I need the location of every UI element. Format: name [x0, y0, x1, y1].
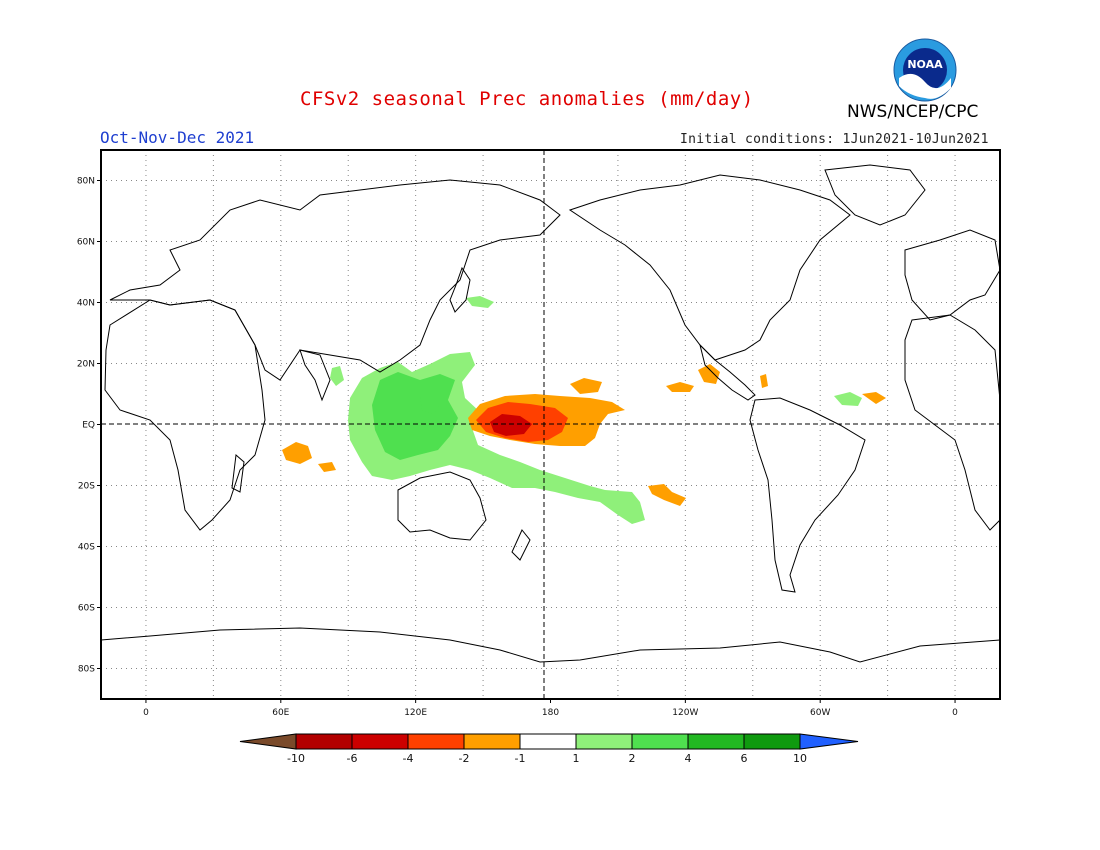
noaa-logo: NOAA	[893, 38, 957, 102]
colorbar-swatch	[463, 733, 521, 750]
colorbar-arrow-low	[239, 733, 297, 750]
wet-anomaly-atlantic	[834, 392, 862, 406]
colorbar-swatch	[687, 733, 745, 750]
colorbar-swatch	[407, 733, 465, 750]
south-america-outline	[749, 397, 866, 593]
colorbar-swatch	[575, 733, 633, 750]
lat-tick-label: 80N	[77, 177, 95, 187]
colorbar-label: -1	[515, 752, 526, 765]
dry-anomaly-north-equatorial	[570, 378, 602, 394]
colorbar-swatch	[295, 733, 353, 750]
wet-anomaly-core	[372, 372, 458, 460]
lat-tick-label: 40S	[78, 543, 95, 553]
colorbar-swatch	[743, 733, 801, 750]
colorbar-label: -4	[403, 752, 414, 765]
anomaly-shading	[282, 296, 886, 524]
colorbar-label: 4	[685, 752, 692, 765]
dry-anomaly-mexico	[698, 364, 720, 384]
lon-tick-label: 180	[542, 708, 559, 718]
colorbar-label: -10	[287, 752, 305, 765]
wet-anomaly-north-pacific	[466, 296, 494, 308]
new-zealand-outline	[511, 529, 531, 561]
lat-tick-label: EQ	[82, 421, 95, 431]
lat-tick-label: 40N	[77, 299, 95, 309]
lon-tick-label: 60E	[272, 708, 289, 718]
colorbar-label: 1	[573, 752, 580, 765]
madagascar-outline	[231, 454, 245, 493]
lat-tick-label: 20N	[77, 360, 95, 370]
season-label: Oct-Nov-Dec 2021	[100, 128, 255, 147]
india-outline	[299, 349, 331, 402]
lon-tick-label: 120E	[404, 708, 427, 718]
agency-label: NWS/NCEP/CPC	[847, 102, 979, 122]
dry-anomaly-central-pacific-core	[490, 414, 532, 436]
dry-anomaly-indian-ocean	[282, 442, 312, 464]
colorbar: -10 -6 -4 -2 -1 1 2 4 6 10	[239, 733, 859, 765]
colorbar-arrow-high	[799, 733, 859, 750]
colorbar-label: -6	[347, 752, 358, 765]
chart-title: CFSv2 seasonal Prec anomalies (mm/day)	[300, 88, 754, 110]
lon-tick-label: 120W	[672, 708, 698, 718]
colorbar-label: 2	[629, 752, 636, 765]
wet-anomaly-philippines	[420, 390, 440, 414]
lon-tick-label: 0	[143, 708, 149, 718]
greenland-outline	[824, 164, 926, 226]
africa-east-outline	[904, 314, 1001, 531]
coastlines	[100, 164, 1001, 663]
dry-anomaly-indian-ocean-south	[318, 462, 336, 472]
colorbar-swatch	[631, 733, 689, 750]
lat-tick-label: 20S	[78, 482, 95, 492]
colorbar-label: -2	[459, 752, 470, 765]
eurasia-outline	[109, 179, 561, 381]
north-america-outline	[568, 174, 851, 361]
initial-conditions-label: Initial conditions: 1Jun2021-10Jun2021	[680, 132, 989, 147]
lon-tick-label: 0	[952, 708, 958, 718]
colorbar-swatch	[519, 733, 577, 750]
dry-anomaly-atlantic-east	[760, 374, 768, 388]
lon-tick-label: 60W	[810, 708, 830, 718]
central-america-outline	[699, 343, 756, 401]
japan-outline	[449, 266, 471, 313]
axis-labels: 80N 60N 40N 20N EQ 20S 40S 60S 80S 0 60E 120E 180 120…	[77, 177, 958, 719]
logo-text: NOAA	[907, 58, 943, 71]
dry-anomaly-east-pacific	[666, 382, 694, 392]
dry-anomaly-south-atlantic	[862, 392, 886, 404]
lat-tick-label: 60N	[77, 238, 95, 248]
colorbar-label: 6	[741, 752, 748, 765]
wet-anomaly-bengal	[330, 366, 344, 386]
lat-tick-label: 80S	[78, 665, 95, 675]
colorbar-label: 10	[793, 752, 807, 765]
australia-outline	[397, 471, 487, 541]
europe-west-outline	[904, 229, 1001, 321]
antarctica-outline	[100, 627, 1001, 663]
colorbar-swatch	[351, 733, 409, 750]
lat-tick-label: 60S	[78, 604, 95, 614]
dry-anomaly-south-pacific	[648, 484, 686, 506]
